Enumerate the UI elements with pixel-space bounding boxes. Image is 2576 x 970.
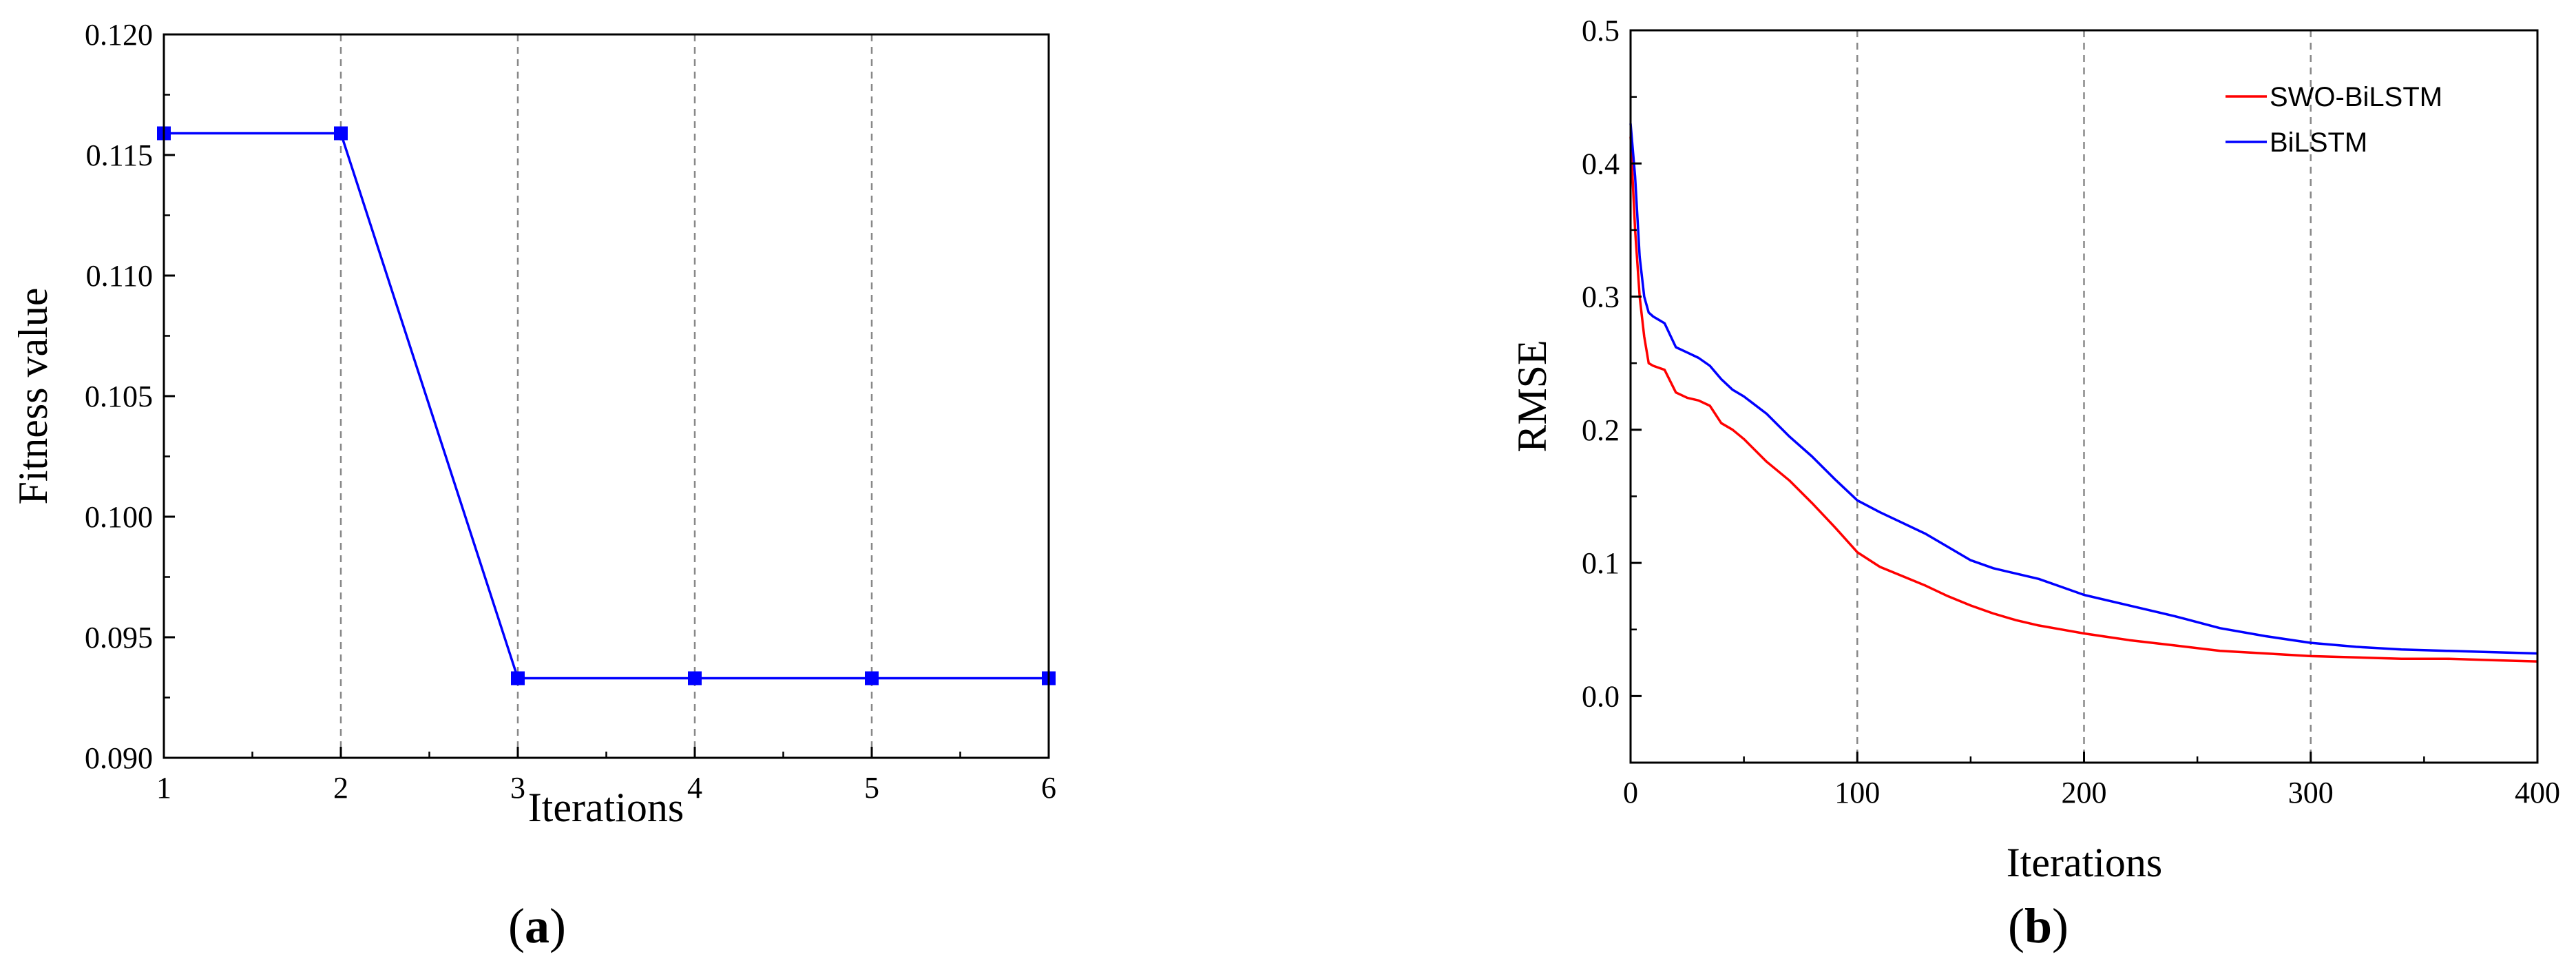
b-series-line-bilstm	[1629, 123, 2538, 655]
b-series-group	[1629, 123, 2538, 663]
b-y-tick-label: 0.1	[1582, 546, 1620, 580]
a-series-line-0	[164, 132, 1049, 680]
chart-panel-a: 1 2 3 4 5 6 0.090 0.095 0.100 0.105 0.110 0.115 0.12…	[10, 18, 1056, 953]
legend-label-swo-bilstm: SWO-BiLSTM	[2270, 82, 2442, 112]
a-y-tick-label: 0.090	[85, 741, 153, 775]
a-series-group	[157, 126, 1056, 685]
b-y-tick-label: 0.3	[1582, 280, 1620, 314]
a-y-tick-label: 0.110	[86, 259, 153, 293]
a-plot-frame	[163, 33, 1050, 759]
b-y-tick-label: 0.2	[1582, 413, 1620, 447]
a-data-point	[334, 126, 348, 141]
b-series-line-swo-bilstm	[1629, 136, 2538, 663]
a-data-point	[688, 671, 702, 685]
a-x-tick-label: 4	[687, 771, 702, 805]
a-x-tick-label: 1	[156, 771, 171, 805]
b-ticks: 0 100 200 300 400 0.0 0.1 0.2 0.3 0.4 0.5	[1582, 14, 2560, 809]
b-x-tick-label: 200	[2062, 776, 2107, 809]
b-x-tick-label: 300	[2288, 776, 2334, 809]
a-x-axis-title: Iterations	[528, 785, 684, 830]
b-y-tick-label: 0.4	[1582, 147, 1620, 180]
b-y-tick-label: 0.0	[1582, 679, 1620, 713]
b-y-axis-title: RMSE	[1509, 340, 1555, 452]
a-x-tick-label: 6	[1041, 771, 1056, 805]
a-y-tick-label: 0.115	[86, 138, 153, 172]
b-x-tick-label: 0	[1623, 776, 1638, 809]
a-panel-letter: a	[525, 898, 549, 953]
b-gridlines	[1856, 30, 2312, 763]
chart-panel-b: 0 100 200 300 400 0.0 0.1 0.2 0.3 0.4 0.5 SWO-BiLS…	[1509, 14, 2560, 953]
a-data-point	[511, 671, 525, 685]
a-y-tick-label: 0.120	[85, 18, 153, 52]
b-x-tick-label: 400	[2515, 776, 2560, 809]
b-legend: SWO-BiLSTM BiLSTM	[2226, 82, 2442, 158]
a-gridlines	[339, 34, 873, 758]
legend-label-bilstm: BiLSTM	[2270, 127, 2367, 158]
b-x-tick-label: 100	[1834, 776, 1880, 809]
b-x-axis-title: Iterations	[2007, 840, 2163, 885]
b-panel-label: (b)	[2008, 898, 2069, 953]
a-ticks: 1 2 3 4 5 6 0.090 0.095 0.100 0.105 0.110 0.115 0.12…	[85, 18, 1056, 805]
b-panel-letter: b	[2024, 898, 2052, 953]
a-y-tick-label: 0.100	[85, 500, 153, 534]
a-x-tick-label: 3	[510, 771, 525, 805]
a-x-tick-label: 2	[333, 771, 348, 805]
b-y-tick-label: 0.5	[1582, 14, 1620, 48]
a-y-tick-label: 0.105	[85, 380, 153, 413]
a-data-point	[865, 671, 879, 685]
a-y-axis-title: Fitness value	[10, 288, 56, 505]
a-panel-label: (a)	[508, 898, 566, 953]
a-x-tick-label: 5	[864, 771, 879, 805]
a-y-tick-label: 0.095	[85, 621, 153, 654]
